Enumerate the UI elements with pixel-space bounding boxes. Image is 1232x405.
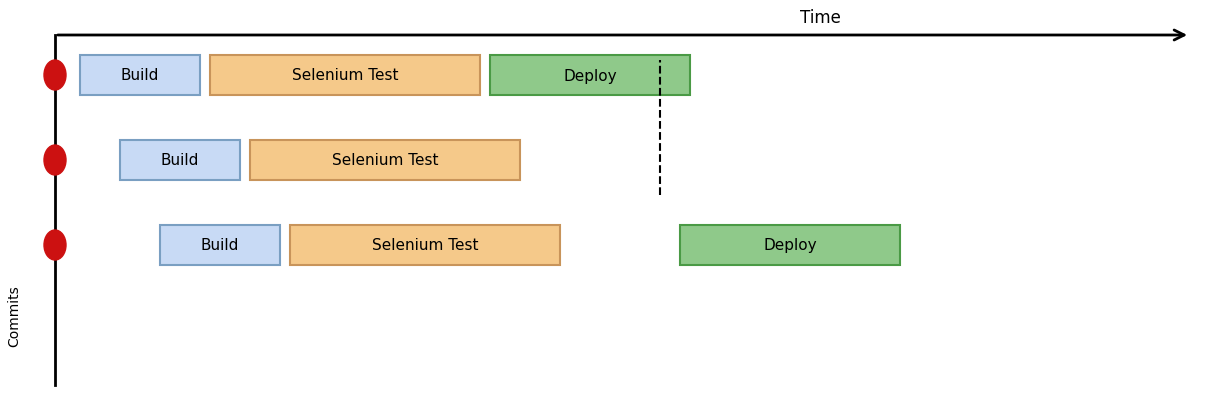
FancyBboxPatch shape [680,226,901,265]
Text: Selenium Test: Selenium Test [372,238,478,253]
FancyBboxPatch shape [80,56,200,96]
FancyBboxPatch shape [490,56,690,96]
FancyBboxPatch shape [209,56,480,96]
Text: Selenium Test: Selenium Test [292,68,398,83]
FancyBboxPatch shape [250,141,520,181]
Text: Build: Build [161,153,200,168]
Text: Commits: Commits [7,284,21,346]
FancyBboxPatch shape [290,226,561,265]
Ellipse shape [44,61,67,91]
Ellipse shape [44,146,67,175]
Text: Build: Build [201,238,239,253]
Text: Build: Build [121,68,159,83]
Text: Selenium Test: Selenium Test [331,153,439,168]
Ellipse shape [44,230,67,260]
Text: Deploy: Deploy [563,68,617,83]
FancyBboxPatch shape [160,226,280,265]
FancyBboxPatch shape [120,141,240,181]
Text: Deploy: Deploy [763,238,817,253]
Text: Time: Time [800,9,840,27]
